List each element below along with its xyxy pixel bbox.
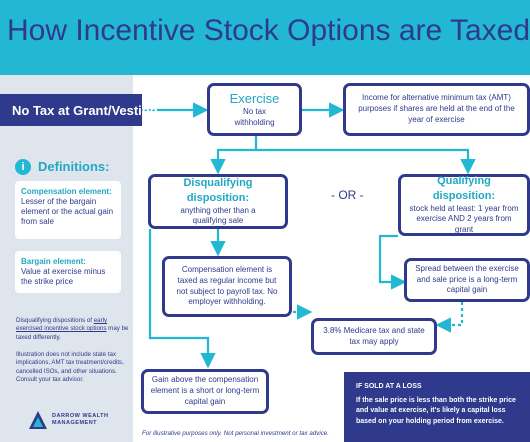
definition-bargain-title: Bargain element: — [21, 257, 86, 266]
disqualifying-body: anything other than a qualifying sale — [180, 205, 256, 226]
note-text-pre: Disqualifying dispositions of — [16, 317, 94, 324]
node-gain: Gain above the compensation element is a… — [141, 369, 269, 414]
definition-compensation-title: Compensation element: — [21, 187, 112, 196]
medicare-body: 3.8% Medicare tax and state tax may appl… — [323, 325, 425, 346]
arrow-disq-gain — [148, 229, 216, 369]
amt-body: Income for alternative minimum tax (AMT)… — [358, 93, 515, 124]
arrow-exercise-qual — [256, 148, 476, 175]
grant-vesting-label: No Tax at Grant/Vesting — [0, 94, 158, 126]
arrow-qual-spread — [378, 234, 407, 290]
arrow-spread-medicare — [435, 302, 464, 333]
logo-icon — [29, 411, 47, 429]
definition-compensation-body: Lesser of the bargain element or the act… — [21, 197, 114, 226]
definitions-title: Definitions: — [38, 159, 110, 174]
definition-bargain-body: Value at exercise minus the strike price — [21, 267, 106, 286]
note-text-post: may be taxed differently. — [16, 325, 129, 341]
note-link[interactable]: early exercised incentive stock options — [16, 317, 108, 333]
qualifying-body: stock held at least: 1 year from exercis… — [409, 203, 519, 235]
node-qualifying: Qualifying disposition: stock held at le… — [398, 174, 530, 236]
header-banner: How Incentive Stock Options are Taxed — [0, 0, 530, 75]
info-icon: i — [15, 159, 31, 175]
compensation-body: Compensation element is taxed as regular… — [176, 264, 278, 307]
node-compensation: Compensation element is taxed as regular… — [162, 256, 292, 317]
disqualifying-title: Disqualifying disposition: — [183, 176, 253, 204]
node-spread: Spread between the exercise and sale pri… — [404, 258, 530, 302]
definition-bargain: Bargain element: Value at exercise minus… — [15, 251, 121, 293]
spread-body: Spread between the exercise and sale pri… — [415, 263, 519, 295]
illustration-note: Illustration does not include state tax … — [16, 351, 124, 384]
loss-box: IF SOLD AT A LOSS If the sale price is l… — [344, 372, 530, 442]
node-medicare: 3.8% Medicare tax and state tax may appl… — [311, 318, 437, 355]
loss-body: If the sale price is less than both the … — [356, 396, 516, 425]
disqualifying-note: Disqualifying dispositions of early exer… — [16, 317, 132, 342]
logo-line1: DARROW WEALTH — [52, 413, 109, 419]
exercise-title: Exercise — [229, 90, 280, 106]
definition-compensation: Compensation element: Lesser of the barg… — [15, 181, 121, 239]
node-disqualifying: Disqualifying disposition: anything othe… — [148, 174, 288, 229]
qualifying-title: Qualifying disposition: — [432, 174, 496, 202]
arrow-exercise-branch — [210, 136, 258, 175]
or-label: - OR - — [331, 188, 364, 202]
page-title: How Incentive Stock Options are Taxed — [7, 14, 530, 47]
footer-disclaimer: For illustrative purposes only. Not pers… — [142, 430, 329, 437]
loss-title: IF SOLD AT A LOSS — [356, 383, 422, 390]
logo: DARROW WEALTH MANAGEMENT — [52, 413, 109, 427]
gain-body: Gain above the compensation element is a… — [150, 375, 260, 406]
node-exercise: Exercise No tax withholding — [207, 83, 302, 136]
node-amt: Income for alternative minimum tax (AMT)… — [343, 83, 530, 136]
exercise-body: No tax withholding — [234, 107, 275, 128]
logo-line2: MANAGEMENT — [52, 420, 98, 427]
